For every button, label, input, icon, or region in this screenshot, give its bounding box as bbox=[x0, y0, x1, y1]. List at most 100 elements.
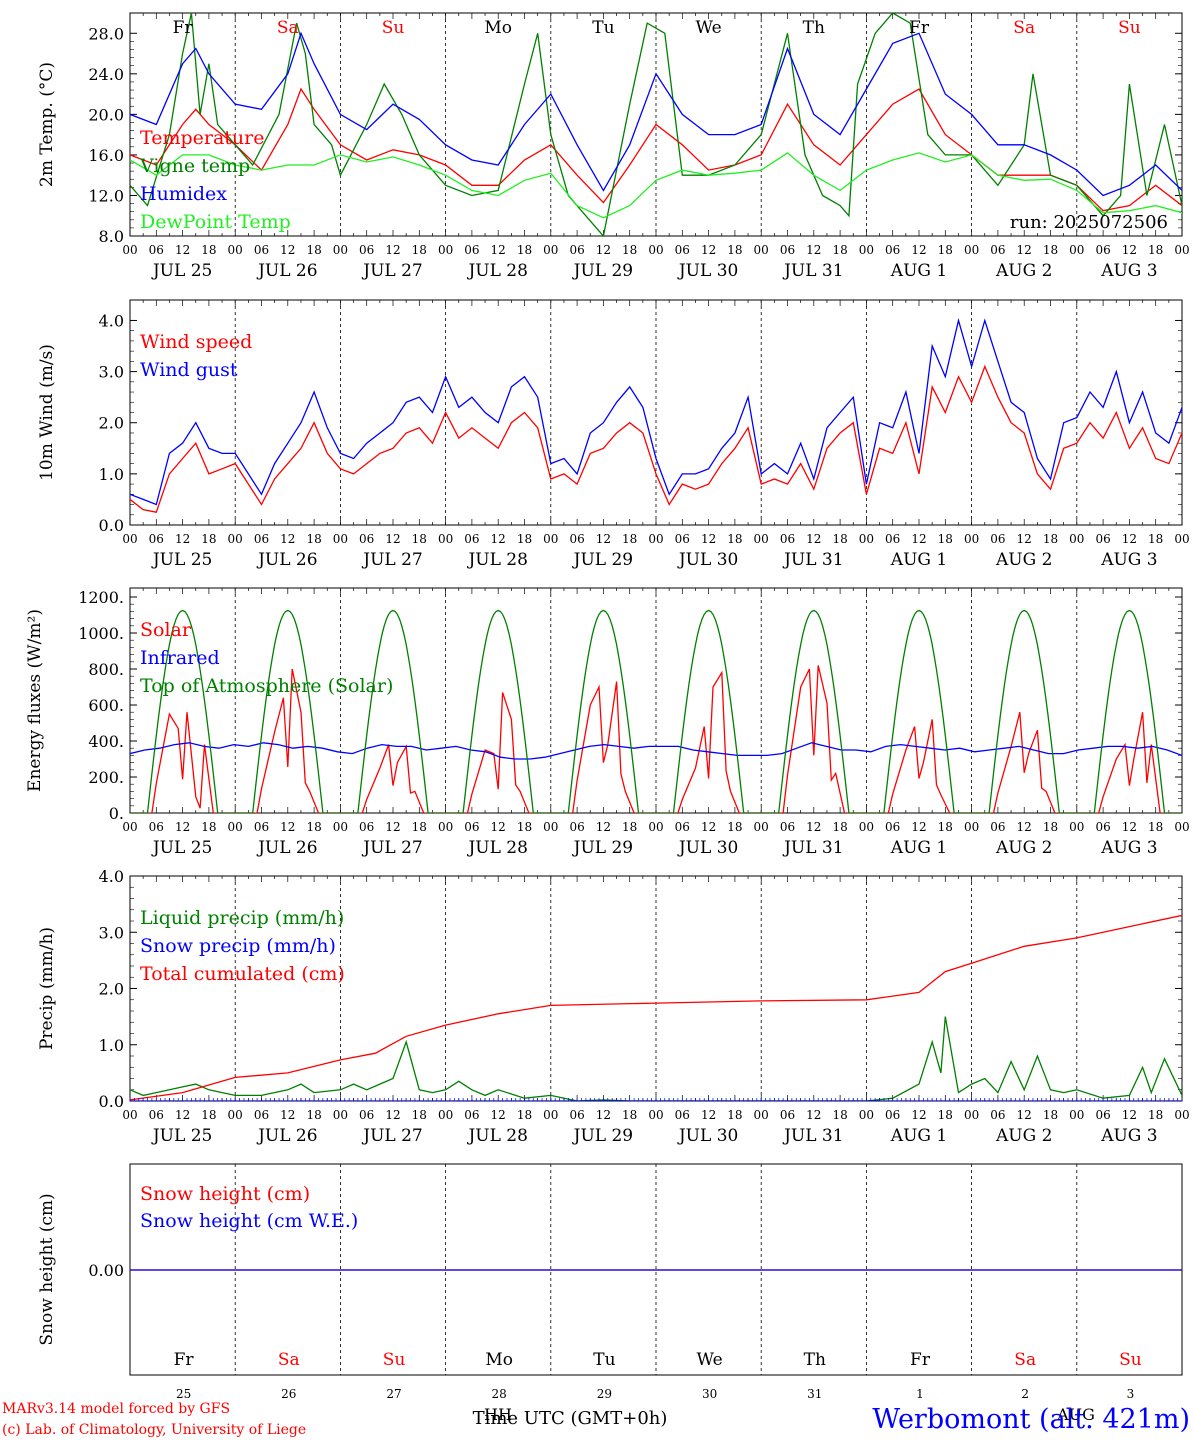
hour-label: 18 bbox=[832, 243, 847, 257]
hour-label: 00 bbox=[1174, 1108, 1189, 1122]
hour-label: 00 bbox=[964, 820, 979, 834]
hour-label: 00 bbox=[122, 243, 137, 257]
day-name-bottom: Th bbox=[804, 1350, 826, 1370]
day-number: 3 bbox=[1127, 1387, 1135, 1401]
date-label: JUL 30 bbox=[677, 261, 738, 281]
hour-label: 12 bbox=[175, 532, 190, 546]
date-label: JUL 30 bbox=[677, 550, 738, 570]
hour-label: 06 bbox=[1095, 243, 1110, 257]
y-tick-label: 12.0 bbox=[88, 186, 124, 205]
hour-label: 12 bbox=[1017, 1108, 1032, 1122]
day-number: 27 bbox=[386, 1387, 401, 1401]
y-tick-label: 3.0 bbox=[99, 363, 124, 382]
hour-label: 18 bbox=[201, 243, 216, 257]
series-line-red bbox=[130, 364, 1182, 513]
hour-label: 00 bbox=[648, 243, 663, 257]
date-label: JUL 28 bbox=[466, 838, 527, 858]
date-label: JUL 26 bbox=[256, 838, 317, 858]
hour-label: 12 bbox=[1017, 243, 1032, 257]
date-label: JUL 27 bbox=[361, 261, 422, 281]
hour-label: 18 bbox=[1148, 1108, 1163, 1122]
hour-label: 18 bbox=[306, 532, 321, 546]
hour-label: 12 bbox=[491, 1108, 506, 1122]
hour-label: 06 bbox=[885, 243, 900, 257]
date-label: JUL 27 bbox=[361, 550, 422, 570]
legend-label: Liquid precip (mm/h) bbox=[140, 907, 344, 929]
hour-label: 06 bbox=[149, 1108, 164, 1122]
series-line-red bbox=[130, 87, 1182, 212]
day-number: 2 bbox=[1021, 1387, 1029, 1401]
date-label: JUL 27 bbox=[361, 838, 422, 858]
hour-label: 00 bbox=[754, 243, 769, 257]
day-name-top: Th bbox=[803, 18, 825, 38]
hour-label: 18 bbox=[1043, 820, 1058, 834]
hour-label: 12 bbox=[701, 243, 716, 257]
hour-label: 12 bbox=[701, 1108, 716, 1122]
hour-label: 00 bbox=[543, 532, 558, 546]
hour-label: 18 bbox=[727, 532, 742, 546]
hour-label: 18 bbox=[832, 1108, 847, 1122]
date-label: JUL 25 bbox=[151, 261, 212, 281]
hour-label: 06 bbox=[675, 532, 690, 546]
series-line-blue bbox=[130, 31, 1182, 197]
y-tick-label: 24.0 bbox=[88, 65, 124, 84]
day-name-top: We bbox=[696, 18, 722, 38]
hour-label: 12 bbox=[280, 243, 295, 257]
y-axis-label: Precip (mm/h) bbox=[37, 927, 57, 1050]
hour-label: 00 bbox=[964, 532, 979, 546]
footer-lab: (c) Lab. of Climatology, University of L… bbox=[2, 1422, 306, 1438]
series-line-red bbox=[130, 665, 1182, 813]
date-label: JUL 26 bbox=[256, 1126, 317, 1146]
hour-label: 06 bbox=[359, 532, 374, 546]
y-tick-label: 200. bbox=[88, 768, 124, 787]
station-label: Werbomont (alt. 421m) bbox=[872, 1404, 1190, 1435]
y-tick-label: 0.0 bbox=[99, 516, 124, 535]
hour-label: 12 bbox=[806, 532, 821, 546]
hour-label: 06 bbox=[254, 243, 269, 257]
y-tick-label: 400. bbox=[88, 732, 124, 751]
hour-label: 00 bbox=[648, 820, 663, 834]
hour-label: 18 bbox=[201, 1108, 216, 1122]
hour-label: 06 bbox=[359, 243, 374, 257]
hour-label: 18 bbox=[727, 1108, 742, 1122]
day-name-top: Fr bbox=[909, 18, 930, 38]
hour-label: 06 bbox=[569, 1108, 584, 1122]
legend-label: Humidex bbox=[140, 183, 227, 205]
hour-label: 06 bbox=[1095, 532, 1110, 546]
hour-label: 06 bbox=[569, 532, 584, 546]
hour-label: 00 bbox=[228, 1108, 243, 1122]
date-label: JUL 29 bbox=[572, 838, 633, 858]
hour-label: 00 bbox=[1069, 820, 1084, 834]
series-line-lightgreen bbox=[130, 152, 1182, 219]
day-name-top: Su bbox=[1118, 18, 1141, 38]
hour-label: 06 bbox=[254, 820, 269, 834]
hour-label: 12 bbox=[175, 820, 190, 834]
y-tick-label: 2.0 bbox=[99, 414, 124, 433]
date-label: AUG 2 bbox=[995, 1126, 1052, 1146]
date-label: AUG 1 bbox=[890, 261, 947, 281]
day-name-top: Sa bbox=[277, 18, 299, 38]
hour-label: 00 bbox=[333, 532, 348, 546]
hour-label: 00 bbox=[1069, 532, 1084, 546]
hour-label: 12 bbox=[1017, 532, 1032, 546]
hour-label: 12 bbox=[491, 820, 506, 834]
hour-label: 06 bbox=[254, 1108, 269, 1122]
hour-label: 12 bbox=[491, 532, 506, 546]
hour-label: 12 bbox=[806, 820, 821, 834]
hour-label: 06 bbox=[675, 820, 690, 834]
y-tick-label: 28.0 bbox=[88, 24, 124, 43]
hour-label: 06 bbox=[464, 820, 479, 834]
day-name-bottom: Sa bbox=[278, 1350, 300, 1370]
hour-label: 06 bbox=[990, 1108, 1005, 1122]
day-name-bottom: Fr bbox=[174, 1350, 195, 1370]
series-line-green bbox=[130, 13, 1182, 236]
series-line-green bbox=[130, 609, 1182, 813]
day-name-bottom: We bbox=[697, 1350, 723, 1370]
legend-label: Snow precip (mm/h) bbox=[140, 935, 336, 957]
hour-label: 00 bbox=[1069, 1108, 1084, 1122]
hour-label: 00 bbox=[754, 820, 769, 834]
hour-label: 18 bbox=[622, 820, 637, 834]
hour-label: 18 bbox=[832, 820, 847, 834]
legend-label: Solar bbox=[140, 619, 192, 641]
hour-label: 06 bbox=[464, 243, 479, 257]
